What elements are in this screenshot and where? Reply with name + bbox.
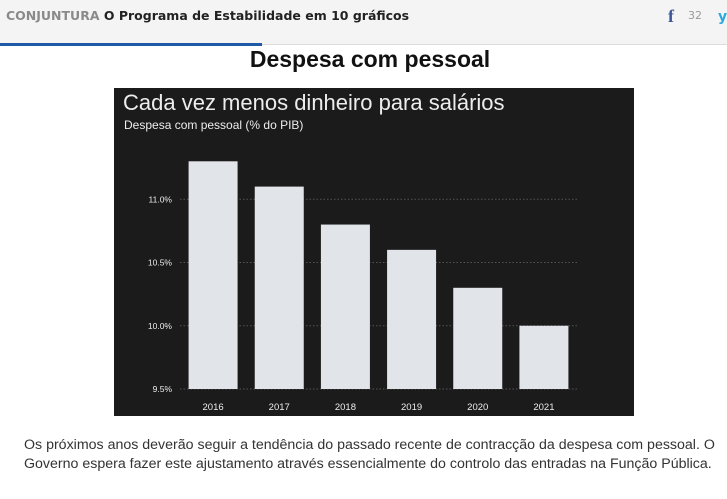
chart-subtitle: Despesa com pessoal (% do PIB) [124,118,304,132]
top-bar: CONJUNTURA O Programa de Estabilidade em… [0,0,727,46]
facebook-icon[interactable]: f [668,6,674,26]
header-accent-line [0,43,262,46]
y-tick-label: 10.5% [148,258,173,268]
x-tick-label: 2017 [269,402,290,413]
chart-title: Cada vez menos dinheiro para salários [123,90,505,115]
y-tick-label: 9.5% [153,384,173,394]
article-paragraph: Os próximos anos deverão seguir a tendên… [24,437,715,472]
bar [519,325,569,389]
x-tick-label: 2018 [335,402,356,413]
breadcrumb: CONJUNTURA O Programa de Estabilidade em… [6,8,409,23]
share-count: 32 [688,9,702,22]
x-tick-label: 2016 [203,402,224,413]
bar [453,287,503,389]
bar [254,186,304,389]
page-title: Despesa com pessoal [249,46,491,72]
bar [387,249,437,389]
chart: 9.5% 10.0% 10.5% 11.0% 2016 2017 2018 2019 2020 2… [114,88,634,416]
section-link[interactable]: CONJUNTURA [6,8,100,23]
y-tick-label: 10.0% [148,321,173,331]
x-tick-label: 2020 [467,402,488,413]
y-tick-label: 11.0% [149,194,173,204]
bar [188,161,238,389]
x-tick-label: 2021 [533,402,554,413]
bar [320,224,370,389]
x-tick-label: 2019 [401,402,422,413]
chart-plot: 9.5% 10.0% 10.5% 11.0% 2016 2017 2018 2019 2020 2… [148,161,577,413]
twitter-icon[interactable]: y [718,9,727,25]
article-series-title[interactable]: O Programa de Estabilidade em 10 gráfico… [103,8,410,23]
